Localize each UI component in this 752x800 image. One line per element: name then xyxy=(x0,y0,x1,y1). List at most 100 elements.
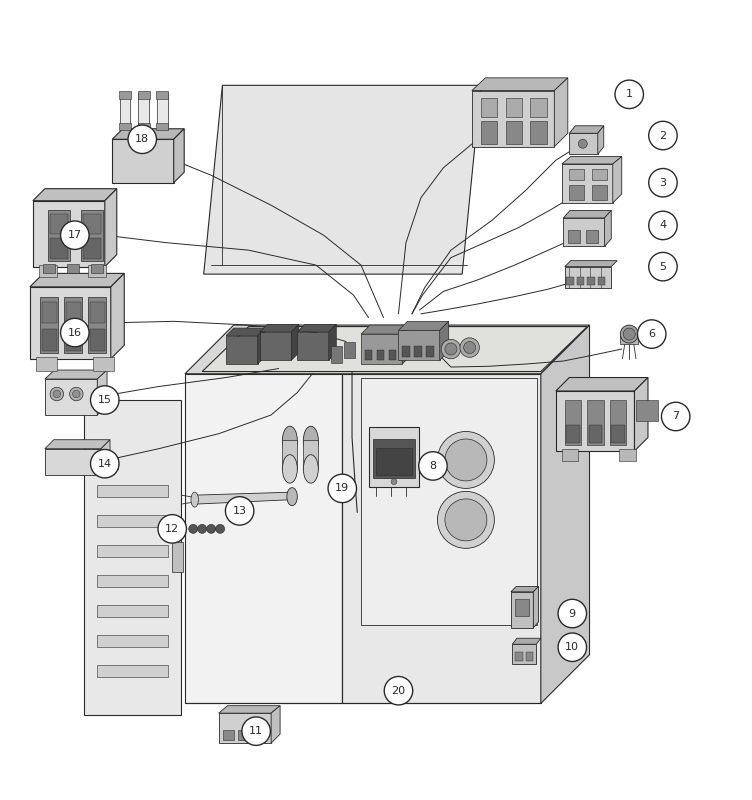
Polygon shape xyxy=(185,374,342,703)
Text: 19: 19 xyxy=(335,483,350,494)
Polygon shape xyxy=(30,274,124,287)
Text: 12: 12 xyxy=(165,524,179,534)
Polygon shape xyxy=(342,374,541,703)
Bar xyxy=(297,332,329,360)
Polygon shape xyxy=(562,157,622,164)
Bar xyxy=(66,302,80,323)
Polygon shape xyxy=(565,261,617,266)
Bar xyxy=(610,400,626,445)
Bar xyxy=(592,185,607,200)
Bar xyxy=(83,238,101,259)
Text: 18: 18 xyxy=(135,134,150,144)
Bar xyxy=(44,264,56,274)
Circle shape xyxy=(558,599,587,628)
Polygon shape xyxy=(556,378,648,391)
Bar xyxy=(526,652,533,661)
Polygon shape xyxy=(562,164,613,203)
Bar xyxy=(39,265,57,277)
Polygon shape xyxy=(258,328,265,364)
Polygon shape xyxy=(105,189,117,266)
Circle shape xyxy=(189,524,198,534)
Text: 10: 10 xyxy=(566,642,579,652)
Bar xyxy=(562,450,578,462)
Bar xyxy=(138,93,149,129)
Polygon shape xyxy=(45,440,110,449)
Polygon shape xyxy=(303,441,318,469)
Bar xyxy=(402,346,410,357)
Bar xyxy=(586,230,598,243)
Ellipse shape xyxy=(303,454,318,483)
Polygon shape xyxy=(112,129,184,139)
Bar xyxy=(97,546,168,558)
Circle shape xyxy=(441,339,461,358)
Circle shape xyxy=(445,343,457,355)
Text: 5: 5 xyxy=(660,262,666,272)
Polygon shape xyxy=(45,449,101,475)
Bar xyxy=(373,439,415,478)
Bar xyxy=(226,335,258,364)
Bar xyxy=(120,93,130,129)
Bar xyxy=(97,575,168,587)
Bar xyxy=(331,346,342,362)
Polygon shape xyxy=(512,638,541,644)
Polygon shape xyxy=(569,126,604,134)
Polygon shape xyxy=(112,139,174,182)
Bar xyxy=(592,170,607,181)
Polygon shape xyxy=(635,378,648,451)
Circle shape xyxy=(207,524,216,534)
Bar xyxy=(50,214,68,234)
Text: 9: 9 xyxy=(569,609,576,618)
Bar xyxy=(636,400,659,421)
Text: 16: 16 xyxy=(68,327,82,338)
Circle shape xyxy=(70,387,83,401)
Circle shape xyxy=(384,677,413,705)
Bar xyxy=(512,644,536,664)
Bar xyxy=(138,122,150,130)
Ellipse shape xyxy=(620,325,638,343)
Circle shape xyxy=(438,491,494,548)
Polygon shape xyxy=(45,379,97,415)
Polygon shape xyxy=(226,328,265,335)
Bar xyxy=(505,98,522,117)
Circle shape xyxy=(90,386,119,414)
Circle shape xyxy=(615,80,644,109)
Circle shape xyxy=(438,431,494,489)
Polygon shape xyxy=(556,391,635,451)
Ellipse shape xyxy=(191,492,199,507)
Circle shape xyxy=(72,390,80,398)
Polygon shape xyxy=(219,713,271,743)
Circle shape xyxy=(61,221,89,250)
Bar xyxy=(50,238,68,259)
Polygon shape xyxy=(565,266,611,288)
Bar xyxy=(119,91,131,99)
Circle shape xyxy=(391,478,397,485)
Polygon shape xyxy=(271,706,280,743)
Bar xyxy=(365,350,372,360)
Circle shape xyxy=(242,717,271,746)
Text: 11: 11 xyxy=(249,726,263,736)
Text: 6: 6 xyxy=(648,329,655,339)
Polygon shape xyxy=(361,378,537,625)
Bar xyxy=(88,297,106,353)
Circle shape xyxy=(198,524,207,534)
Text: 14: 14 xyxy=(98,458,112,469)
Bar xyxy=(89,302,105,323)
Bar xyxy=(89,329,105,351)
Bar xyxy=(620,450,636,462)
Circle shape xyxy=(649,253,678,281)
Bar xyxy=(515,652,523,661)
Bar xyxy=(156,122,168,130)
Bar xyxy=(587,400,604,445)
Bar xyxy=(138,91,150,99)
Polygon shape xyxy=(598,126,604,154)
Polygon shape xyxy=(291,324,299,360)
Bar xyxy=(565,400,581,445)
Bar xyxy=(157,93,168,129)
Bar xyxy=(361,334,402,364)
Bar xyxy=(566,425,580,443)
Ellipse shape xyxy=(303,426,318,454)
Text: 7: 7 xyxy=(672,411,679,422)
Polygon shape xyxy=(33,201,105,266)
Bar xyxy=(97,515,168,527)
Text: 20: 20 xyxy=(391,686,405,696)
